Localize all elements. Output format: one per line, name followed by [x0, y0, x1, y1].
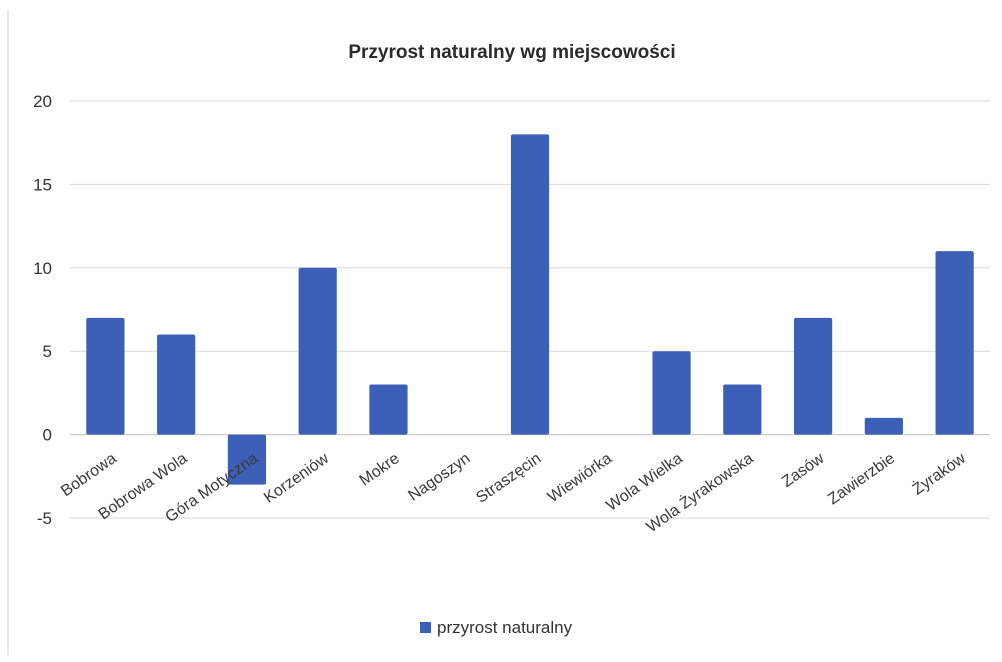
legend-swatch: [420, 622, 431, 633]
legend-label: przyrost naturalny: [437, 618, 573, 637]
x-tick-label: Bobrowa: [58, 450, 120, 500]
bar: [793, 317, 833, 435]
chart-title: Przyrost naturalny wg miejscowości: [348, 42, 675, 63]
y-axis-ticks: -5 0 5 10 15 20: [33, 92, 52, 528]
y-tick-label: 10: [33, 259, 52, 278]
x-tick-label: Straszęcin: [473, 450, 544, 507]
bar: [864, 417, 903, 435]
y-tick-label: 20: [33, 92, 52, 111]
bar: [723, 384, 762, 435]
y-tick-label: 0: [43, 426, 52, 445]
y-tick-label: 15: [33, 175, 52, 194]
bar: [227, 434, 267, 485]
bar: [510, 134, 550, 435]
x-tick-label: Żyraków: [908, 448, 969, 498]
x-tick-label: Zasów: [779, 450, 828, 491]
bar: [369, 384, 408, 435]
bars: [86, 134, 974, 485]
legend: przyrost naturalny: [420, 618, 573, 637]
x-tick-label: Nagoszyn: [405, 450, 473, 505]
bar: [298, 267, 337, 435]
bar: [86, 317, 125, 435]
x-tick-label: Zawierzbie: [825, 450, 898, 508]
x-tick-label: Korzeniów: [261, 450, 332, 507]
y-tick-label: -5: [37, 509, 52, 528]
bar: [652, 351, 691, 435]
x-tick-label: Mokre: [357, 450, 403, 489]
x-tick-label: Wiewiórka: [545, 450, 615, 506]
bar: [935, 251, 974, 435]
y-tick-label: 5: [43, 342, 52, 361]
bar: [157, 334, 196, 435]
